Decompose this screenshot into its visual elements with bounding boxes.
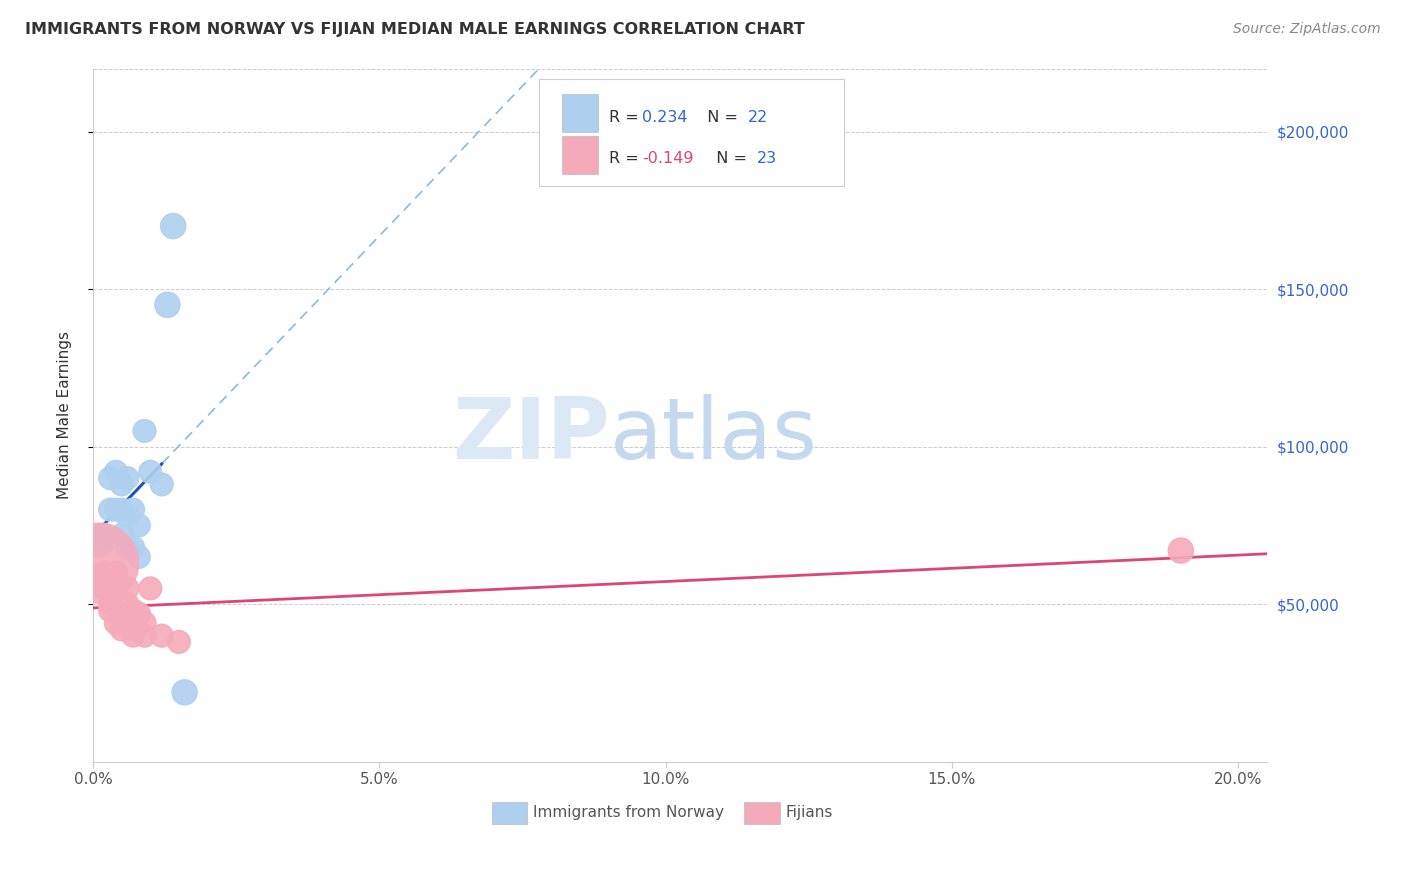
Point bbox=[104, 465, 127, 479]
Point bbox=[98, 471, 121, 485]
Text: R =: R = bbox=[609, 110, 644, 125]
Point bbox=[111, 477, 134, 491]
Text: 0.234: 0.234 bbox=[643, 110, 688, 125]
Point bbox=[104, 502, 127, 516]
FancyBboxPatch shape bbox=[562, 136, 598, 174]
Text: IMMIGRANTS FROM NORWAY VS FIJIAN MEDIAN MALE EARNINGS CORRELATION CHART: IMMIGRANTS FROM NORWAY VS FIJIAN MEDIAN … bbox=[25, 22, 806, 37]
Point bbox=[1170, 543, 1192, 558]
Text: atlas: atlas bbox=[609, 394, 817, 477]
Point bbox=[111, 607, 134, 621]
Text: Immigrants from Norway: Immigrants from Norway bbox=[533, 805, 724, 821]
Text: 23: 23 bbox=[758, 151, 778, 166]
Point bbox=[134, 615, 156, 630]
Point bbox=[87, 575, 110, 590]
Point bbox=[117, 541, 139, 555]
Point bbox=[98, 502, 121, 516]
Point bbox=[98, 597, 121, 611]
Point bbox=[104, 615, 127, 630]
FancyBboxPatch shape bbox=[492, 802, 527, 824]
Point bbox=[98, 575, 121, 590]
Point bbox=[117, 582, 139, 596]
Point bbox=[139, 582, 162, 596]
FancyBboxPatch shape bbox=[562, 95, 598, 132]
Text: Fijians: Fijians bbox=[786, 805, 832, 821]
Point bbox=[111, 528, 134, 542]
Point bbox=[117, 471, 139, 485]
Text: Source: ZipAtlas.com: Source: ZipAtlas.com bbox=[1233, 22, 1381, 37]
Point bbox=[122, 623, 145, 637]
Point bbox=[87, 534, 110, 549]
Text: ZIP: ZIP bbox=[451, 394, 609, 477]
Point bbox=[173, 685, 195, 699]
Point bbox=[122, 603, 145, 617]
Point bbox=[150, 477, 173, 491]
Point bbox=[156, 298, 179, 312]
Point bbox=[87, 556, 110, 570]
Y-axis label: Median Male Earnings: Median Male Earnings bbox=[58, 331, 72, 500]
Point bbox=[128, 549, 150, 564]
Point bbox=[134, 424, 156, 438]
Point bbox=[122, 629, 145, 643]
Point bbox=[117, 508, 139, 523]
Point bbox=[162, 219, 184, 233]
FancyBboxPatch shape bbox=[538, 78, 844, 186]
Text: R =: R = bbox=[609, 151, 644, 166]
Point bbox=[139, 465, 162, 479]
FancyBboxPatch shape bbox=[744, 802, 780, 824]
Point bbox=[93, 582, 115, 596]
Point bbox=[111, 502, 134, 516]
Point bbox=[134, 629, 156, 643]
Point bbox=[122, 502, 145, 516]
Text: 22: 22 bbox=[748, 110, 768, 125]
Point bbox=[122, 541, 145, 555]
Point bbox=[128, 518, 150, 533]
Point bbox=[167, 635, 190, 649]
Point bbox=[111, 623, 134, 637]
Point bbox=[150, 629, 173, 643]
Point bbox=[93, 566, 115, 580]
Point bbox=[117, 597, 139, 611]
Point bbox=[128, 607, 150, 621]
Text: N =: N = bbox=[697, 110, 744, 125]
Point bbox=[98, 603, 121, 617]
Text: -0.149: -0.149 bbox=[643, 151, 693, 166]
Point bbox=[93, 528, 115, 542]
Point bbox=[104, 566, 127, 580]
Text: N =: N = bbox=[706, 151, 752, 166]
